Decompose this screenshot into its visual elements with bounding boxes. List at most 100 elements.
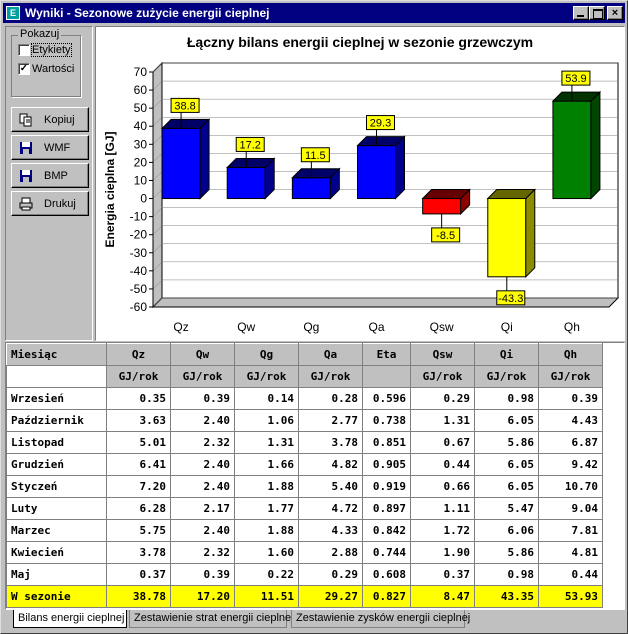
- tab-losses[interactable]: Zestawienie strat energii cieplnej: [129, 610, 294, 628]
- table-row-cell[interactable]: 3.78: [298, 431, 363, 454]
- header-row-cell[interactable]: Qw: [170, 343, 235, 366]
- table-row-cell[interactable]: 4.82: [298, 453, 363, 476]
- season-total-row-cell[interactable]: 29.27: [298, 585, 363, 608]
- season-total-row-cell[interactable]: W sezonie: [6, 585, 107, 608]
- table-row-cell[interactable]: 6.87: [538, 431, 603, 454]
- table-row-cell[interactable]: Wrzesień: [6, 387, 107, 410]
- units-row-cell[interactable]: GJ/rok: [170, 365, 235, 388]
- units-row-cell[interactable]: [362, 365, 411, 388]
- minimize-button[interactable]: [573, 6, 589, 20]
- table-row-cell[interactable]: Marzec: [6, 519, 107, 542]
- table-row-cell[interactable]: 0.39: [538, 387, 603, 410]
- units-row-cell[interactable]: GJ/rok: [474, 365, 539, 388]
- table-row-cell[interactable]: 2.40: [170, 453, 235, 476]
- table-row-cell[interactable]: 4.81: [538, 541, 603, 564]
- table-row-cell[interactable]: 1.90: [410, 541, 475, 564]
- season-total-row-cell[interactable]: 8.47: [410, 585, 475, 608]
- table-row-cell[interactable]: 0.28: [298, 387, 363, 410]
- table-row-cell[interactable]: Listopad: [6, 431, 107, 454]
- maximize-button[interactable]: [589, 6, 605, 20]
- table-row-cell[interactable]: 2.17: [170, 497, 235, 520]
- table-row-cell[interactable]: 0.22: [234, 563, 299, 586]
- table-row-cell[interactable]: 0.897: [362, 497, 411, 520]
- table-row-cell[interactable]: 1.06: [234, 409, 299, 432]
- table-row-cell[interactable]: 2.40: [170, 475, 235, 498]
- table-row-cell[interactable]: 6.05: [474, 475, 539, 498]
- table-row-cell[interactable]: 5.86: [474, 541, 539, 564]
- table-row-cell[interactable]: 6.28: [106, 497, 171, 520]
- table-row-cell[interactable]: 1.31: [234, 431, 299, 454]
- table-row-cell[interactable]: 9.42: [538, 453, 603, 476]
- season-total-row-cell[interactable]: 38.78: [106, 585, 171, 608]
- table-row-cell[interactable]: 7.20: [106, 475, 171, 498]
- table-row-cell[interactable]: 0.29: [298, 563, 363, 586]
- table-row-cell[interactable]: 2.32: [170, 541, 235, 564]
- table-row-cell[interactable]: 0.66: [410, 475, 475, 498]
- season-total-row-cell[interactable]: 11.51: [234, 585, 299, 608]
- bmp-button[interactable]: BMP: [11, 163, 89, 188]
- close-button[interactable]: ×: [607, 6, 623, 20]
- header-row-cell[interactable]: Qh: [538, 343, 603, 366]
- table-row-cell[interactable]: 0.98: [474, 387, 539, 410]
- table-row-cell[interactable]: 0.37: [410, 563, 475, 586]
- table-row-cell[interactable]: 0.37: [106, 563, 171, 586]
- season-total-row-cell[interactable]: 0.827: [362, 585, 411, 608]
- table-row-cell[interactable]: 2.32: [170, 431, 235, 454]
- units-row-cell[interactable]: GJ/rok: [410, 365, 475, 388]
- table-row-cell[interactable]: 0.842: [362, 519, 411, 542]
- table-row-cell[interactable]: 3.78: [106, 541, 171, 564]
- table-row-cell[interactable]: 6.06: [474, 519, 539, 542]
- table-row-cell[interactable]: 0.596: [362, 387, 411, 410]
- header-row-cell[interactable]: Qg: [234, 343, 299, 366]
- table-row-cell[interactable]: 5.40: [298, 475, 363, 498]
- table-row-cell[interactable]: 0.738: [362, 409, 411, 432]
- header-row-cell[interactable]: Qsw: [410, 343, 475, 366]
- table-row-cell[interactable]: 0.29: [410, 387, 475, 410]
- table-row-cell[interactable]: 1.88: [234, 519, 299, 542]
- table-row-cell[interactable]: 0.98: [474, 563, 539, 586]
- table-row-cell[interactable]: 2.88: [298, 541, 363, 564]
- table-row-cell[interactable]: Październik: [6, 409, 107, 432]
- labels-checkbox[interactable]: [18, 44, 30, 57]
- tab-balance[interactable]: Bilans energii cieplnej: [13, 610, 127, 628]
- header-row-cell[interactable]: Qa: [298, 343, 363, 366]
- labels-checkbox-label[interactable]: Etykiety: [31, 43, 72, 58]
- table-row-cell[interactable]: 0.39: [170, 563, 235, 586]
- table-row-cell[interactable]: 7.81: [538, 519, 603, 542]
- table-row-cell[interactable]: 1.11: [410, 497, 475, 520]
- table-row-cell[interactable]: 0.39: [170, 387, 235, 410]
- table-row-cell[interactable]: 5.47: [474, 497, 539, 520]
- table-row-cell[interactable]: 1.31: [410, 409, 475, 432]
- units-row-cell[interactable]: GJ/rok: [298, 365, 363, 388]
- header-row-cell[interactable]: Qz: [106, 343, 171, 366]
- header-row-cell[interactable]: Miesiąc: [6, 343, 107, 366]
- table-row-cell[interactable]: 0.919: [362, 475, 411, 498]
- table-row-cell[interactable]: 1.60: [234, 541, 299, 564]
- units-row-cell[interactable]: GJ/rok: [538, 365, 603, 388]
- table-row-cell[interactable]: Luty: [6, 497, 107, 520]
- table-row-cell[interactable]: 4.33: [298, 519, 363, 542]
- table-row-cell[interactable]: 1.66: [234, 453, 299, 476]
- table-row-cell[interactable]: 0.608: [362, 563, 411, 586]
- print-button[interactable]: Drukuj: [11, 191, 89, 216]
- header-row-cell[interactable]: Qi: [474, 343, 539, 366]
- results-grid[interactable]: Miesiąc Qz Qw Qg Qa Eta Qsw Qi Qh GJ/rok GJ/rok GJ/…: [5, 342, 625, 610]
- table-row-cell[interactable]: Maj: [6, 563, 107, 586]
- units-row-cell[interactable]: GJ/rok: [106, 365, 171, 388]
- header-row-cell[interactable]: Eta: [362, 343, 411, 366]
- table-row-cell[interactable]: Styczeń: [6, 475, 107, 498]
- values-checkbox-label[interactable]: Wartości: [32, 63, 75, 76]
- table-row-cell[interactable]: 0.905: [362, 453, 411, 476]
- table-row-cell[interactable]: 3.63: [106, 409, 171, 432]
- title-bar[interactable]: E Wyniki - Sezonowe zużycie energii ciep…: [3, 3, 625, 23]
- table-row-cell[interactable]: 0.35: [106, 387, 171, 410]
- table-row-cell[interactable]: 1.88: [234, 475, 299, 498]
- values-checkbox[interactable]: ✓: [18, 63, 30, 76]
- table-row-cell[interactable]: 2.40: [170, 409, 235, 432]
- table-row-cell[interactable]: 0.14: [234, 387, 299, 410]
- table-row-cell[interactable]: 0.851: [362, 431, 411, 454]
- season-total-row-cell[interactable]: 53.93: [538, 585, 603, 608]
- table-row-cell[interactable]: 6.05: [474, 453, 539, 476]
- wmf-button[interactable]: WMF: [11, 135, 89, 160]
- table-row-cell[interactable]: 0.44: [410, 453, 475, 476]
